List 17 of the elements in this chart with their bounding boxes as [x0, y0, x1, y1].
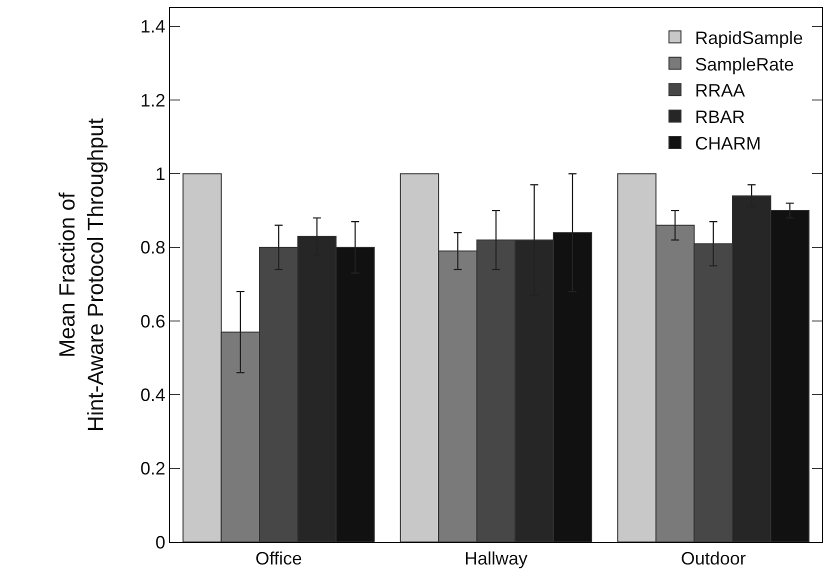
y-tick-label: 0.8 [140, 238, 166, 258]
y-tick-label: 0 [155, 532, 166, 552]
x-tick-label: Office [255, 548, 302, 569]
legend-label: CHARM [694, 134, 761, 154]
legend-label: SampleRate [694, 54, 794, 74]
y-tick-label: 0.6 [140, 311, 166, 332]
x-tick-label: Outdoor [680, 548, 746, 569]
legend-label: RapidSample [694, 28, 804, 48]
y-tick-label: 1 [155, 164, 166, 184]
legend-label: RRAA [694, 80, 745, 101]
y-tick-label: 1.2 [140, 90, 166, 110]
x-tick-label: Hallway [464, 548, 528, 569]
y-tick-label: 0.4 [140, 384, 166, 405]
y-axis-title: Mean Fraction of Hint-Aware Protocol Throughput [54, 118, 108, 432]
y-tick-label: 1.4 [140, 16, 166, 37]
legend-label: RBAR [694, 107, 745, 128]
y-tick-label: 0.2 [140, 458, 166, 479]
